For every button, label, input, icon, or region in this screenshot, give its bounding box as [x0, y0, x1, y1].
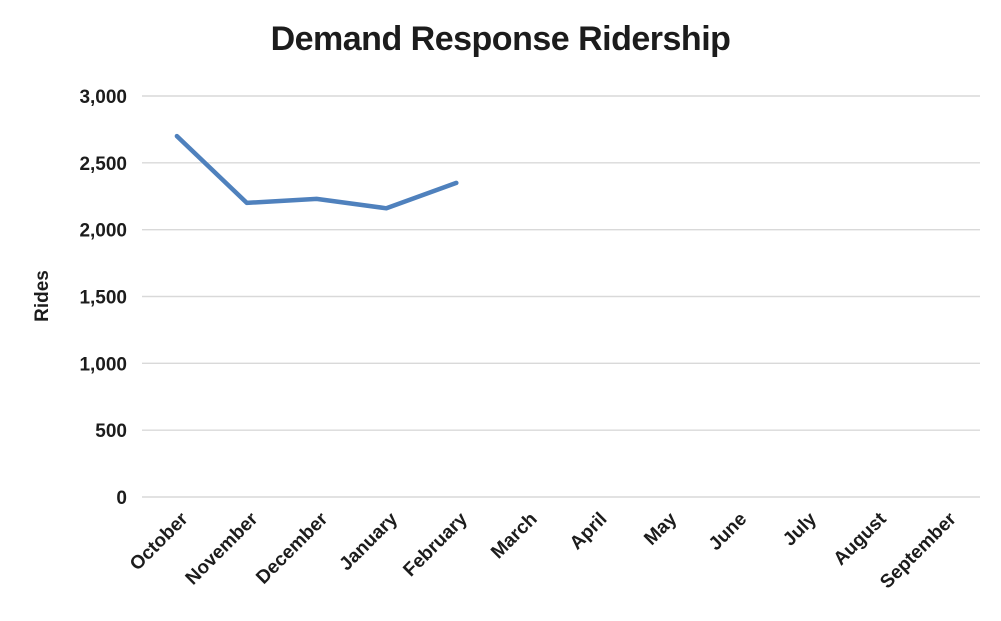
- x-tick-label: April: [566, 509, 611, 554]
- x-tick-label: January: [336, 508, 403, 575]
- ridership-line: [174, 133, 459, 211]
- chart-title: Demand Response Ridership: [270, 20, 731, 58]
- y-tick-label: 500: [95, 421, 127, 442]
- x-tick-label: August: [830, 508, 892, 570]
- y-tick-label: 2,500: [79, 154, 127, 175]
- x-tick-label: December: [252, 508, 332, 588]
- y-tick-label: 0: [116, 488, 127, 509]
- x-tick-label: September: [876, 508, 961, 593]
- x-tick-label: March: [487, 509, 541, 563]
- x-tick-label: February: [399, 508, 472, 581]
- y-tick-label: 1,500: [79, 288, 127, 309]
- x-tick-label: July: [779, 508, 821, 550]
- x-tick-label: May: [640, 508, 681, 549]
- x-tick-label: November: [182, 508, 263, 589]
- y-tick-label: 2,000: [79, 221, 127, 242]
- y-tick-label: 1,000: [79, 354, 127, 375]
- x-tick-label: June: [705, 509, 751, 555]
- x-tick-label: October: [126, 508, 193, 575]
- y-tick-label: 3,000: [79, 87, 127, 108]
